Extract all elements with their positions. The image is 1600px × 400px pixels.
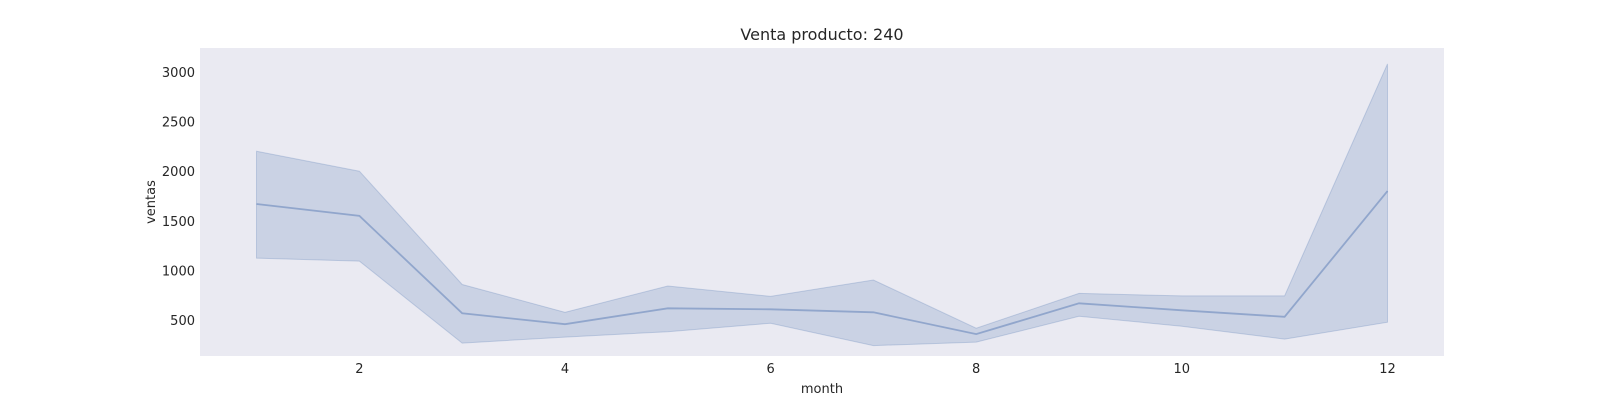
chart-title: Venta producto: 240 xyxy=(740,25,903,44)
x-tick-label: 10 xyxy=(1174,362,1191,377)
y-tick-label: 2000 xyxy=(162,165,195,180)
x-tick-labels: 2 4 6 8 10 12 xyxy=(355,362,1396,377)
x-tick-label: 2 xyxy=(355,362,363,377)
plot-area xyxy=(200,48,1444,356)
series-line xyxy=(256,190,1389,336)
confidence-band-layer xyxy=(256,63,1388,347)
y-tick-label: 1500 xyxy=(162,215,195,230)
y-tick-label: 500 xyxy=(170,314,195,329)
x-tick-label: 4 xyxy=(561,362,569,377)
y-tick-label: 2500 xyxy=(162,116,195,131)
x-tick-label: 12 xyxy=(1379,362,1396,377)
x-tick-label: 8 xyxy=(972,362,980,377)
y-tick-labels: 500 1000 1500 2000 2500 3000 xyxy=(162,66,195,329)
y-axis-label: ventas xyxy=(144,180,159,224)
y-tick-label: 3000 xyxy=(162,66,195,81)
x-tick-label: 6 xyxy=(766,362,774,377)
line-layer xyxy=(256,190,1389,336)
y-tick-label: 1000 xyxy=(162,265,195,280)
confidence-band xyxy=(256,63,1388,347)
x-axis-label: month xyxy=(801,382,843,397)
